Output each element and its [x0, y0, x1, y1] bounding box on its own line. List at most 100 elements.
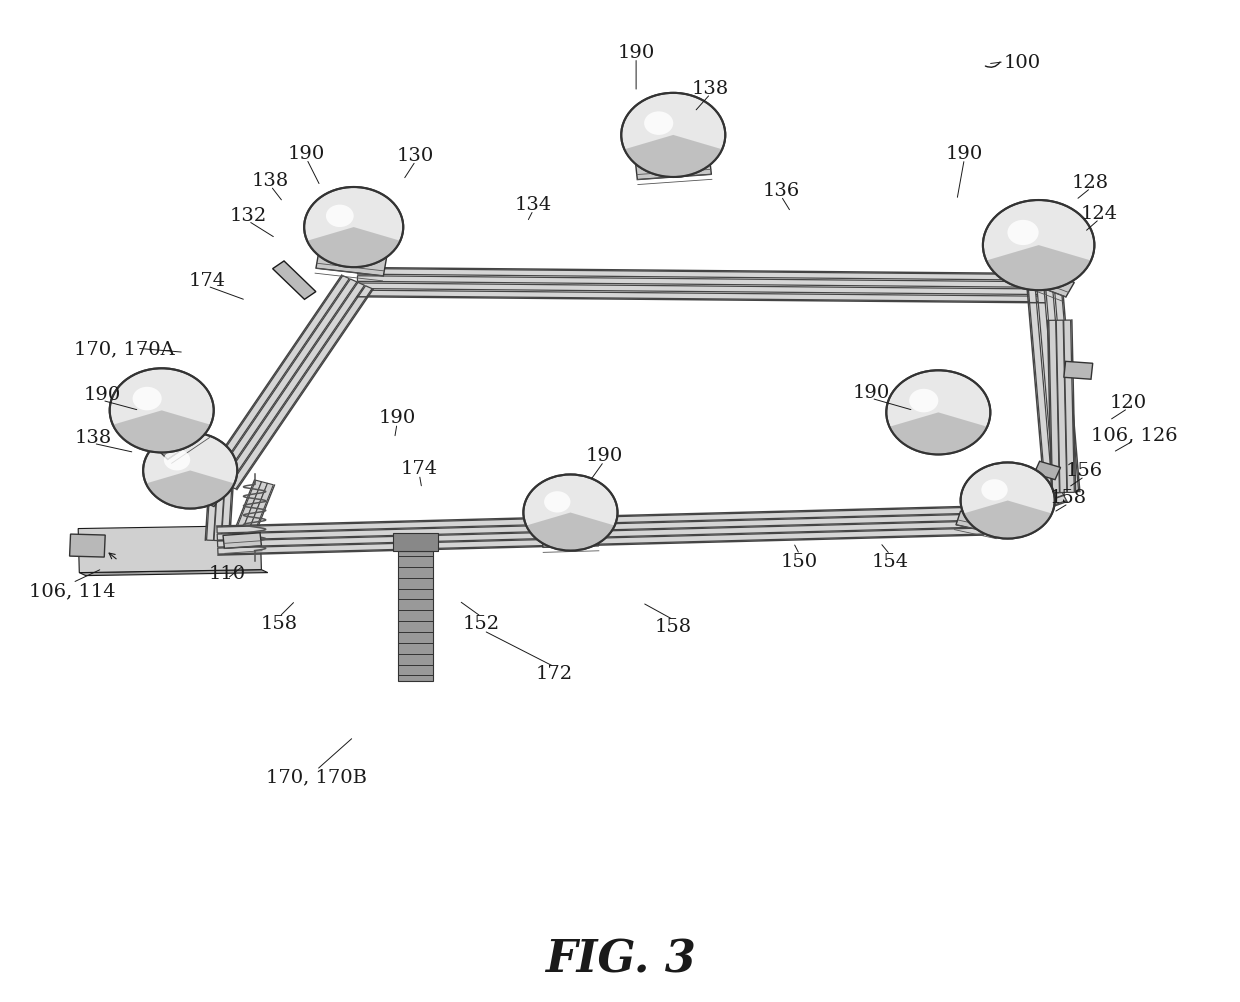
- Text: 154: 154: [872, 552, 909, 570]
- Polygon shape: [1028, 290, 1053, 494]
- Polygon shape: [246, 484, 273, 541]
- Polygon shape: [218, 528, 983, 554]
- Polygon shape: [192, 485, 223, 507]
- Text: 190: 190: [288, 145, 325, 162]
- Text: 158: 158: [260, 614, 298, 632]
- Wedge shape: [308, 227, 401, 268]
- Polygon shape: [223, 533, 262, 549]
- Bar: [393, 533, 438, 551]
- Text: 132: 132: [229, 206, 267, 224]
- Text: 124: 124: [1081, 204, 1118, 222]
- Polygon shape: [542, 530, 599, 548]
- Text: 156: 156: [1066, 462, 1104, 480]
- Wedge shape: [986, 245, 1091, 291]
- Polygon shape: [177, 460, 208, 482]
- Polygon shape: [1037, 289, 1061, 493]
- Polygon shape: [155, 422, 206, 460]
- Circle shape: [1007, 220, 1039, 245]
- Wedge shape: [963, 501, 1052, 539]
- Text: 138: 138: [252, 171, 289, 189]
- Polygon shape: [229, 287, 372, 490]
- Polygon shape: [215, 483, 224, 541]
- Text: 138: 138: [74, 429, 112, 447]
- Polygon shape: [1064, 362, 1092, 380]
- Circle shape: [143, 433, 237, 509]
- Text: 110: 110: [208, 564, 246, 582]
- Text: 190: 190: [946, 145, 983, 162]
- Polygon shape: [217, 507, 982, 533]
- Circle shape: [544, 492, 570, 513]
- Text: 136: 136: [763, 181, 800, 199]
- Text: 134: 134: [515, 195, 552, 213]
- Polygon shape: [357, 270, 1045, 281]
- Polygon shape: [956, 512, 1002, 534]
- Polygon shape: [1016, 265, 1074, 298]
- Circle shape: [644, 112, 673, 136]
- Polygon shape: [357, 284, 1045, 296]
- Circle shape: [133, 388, 161, 411]
- Text: 128: 128: [1073, 173, 1110, 191]
- Circle shape: [961, 463, 1055, 539]
- Polygon shape: [985, 496, 1066, 529]
- Polygon shape: [78, 526, 262, 573]
- Polygon shape: [1022, 484, 1048, 502]
- Text: FIG. 3: FIG. 3: [544, 938, 696, 981]
- Polygon shape: [357, 277, 1045, 288]
- Polygon shape: [222, 284, 365, 486]
- Text: 170, 170B: 170, 170B: [267, 768, 367, 786]
- Polygon shape: [651, 147, 694, 164]
- Circle shape: [326, 205, 353, 227]
- Text: 170, 170A: 170, 170A: [74, 340, 175, 358]
- Wedge shape: [526, 513, 615, 551]
- Wedge shape: [146, 471, 234, 509]
- Text: 174: 174: [401, 460, 438, 478]
- Polygon shape: [79, 570, 268, 576]
- Wedge shape: [625, 136, 722, 177]
- Text: 106, 126: 106, 126: [1091, 426, 1177, 444]
- Text: 190: 190: [585, 447, 622, 465]
- Wedge shape: [113, 411, 211, 453]
- Text: 190: 190: [83, 386, 120, 404]
- Text: 120: 120: [1110, 394, 1147, 412]
- Polygon shape: [316, 252, 387, 277]
- Polygon shape: [978, 485, 1060, 518]
- Text: 150: 150: [781, 552, 818, 570]
- Bar: [398, 551, 433, 681]
- Polygon shape: [273, 262, 316, 300]
- Circle shape: [887, 371, 991, 455]
- Text: 152: 152: [463, 614, 500, 632]
- Text: 172: 172: [536, 664, 573, 682]
- Polygon shape: [1045, 289, 1070, 493]
- Polygon shape: [217, 514, 983, 540]
- Text: 190: 190: [618, 44, 655, 62]
- Polygon shape: [1056, 321, 1066, 493]
- Polygon shape: [207, 277, 350, 479]
- Polygon shape: [207, 483, 217, 541]
- Polygon shape: [69, 534, 105, 557]
- Polygon shape: [217, 521, 983, 547]
- Wedge shape: [889, 413, 987, 455]
- Text: 138: 138: [692, 80, 729, 98]
- Text: 158: 158: [655, 617, 692, 635]
- Circle shape: [109, 369, 213, 453]
- Polygon shape: [233, 481, 262, 538]
- Polygon shape: [1049, 321, 1059, 493]
- Polygon shape: [215, 280, 357, 483]
- Text: 174: 174: [188, 272, 226, 290]
- Polygon shape: [982, 490, 1064, 524]
- Circle shape: [909, 390, 939, 413]
- Polygon shape: [1064, 321, 1074, 493]
- Circle shape: [304, 187, 403, 268]
- Circle shape: [164, 450, 190, 471]
- Polygon shape: [1054, 288, 1079, 492]
- Circle shape: [983, 200, 1095, 291]
- Polygon shape: [222, 483, 232, 541]
- Polygon shape: [357, 291, 1045, 303]
- Circle shape: [981, 480, 1008, 501]
- Text: 190: 190: [378, 409, 415, 427]
- Circle shape: [621, 94, 725, 177]
- Text: 130: 130: [397, 147, 434, 164]
- Circle shape: [523, 475, 618, 551]
- Text: 100: 100: [1004, 54, 1042, 72]
- Text: 190: 190: [853, 384, 890, 402]
